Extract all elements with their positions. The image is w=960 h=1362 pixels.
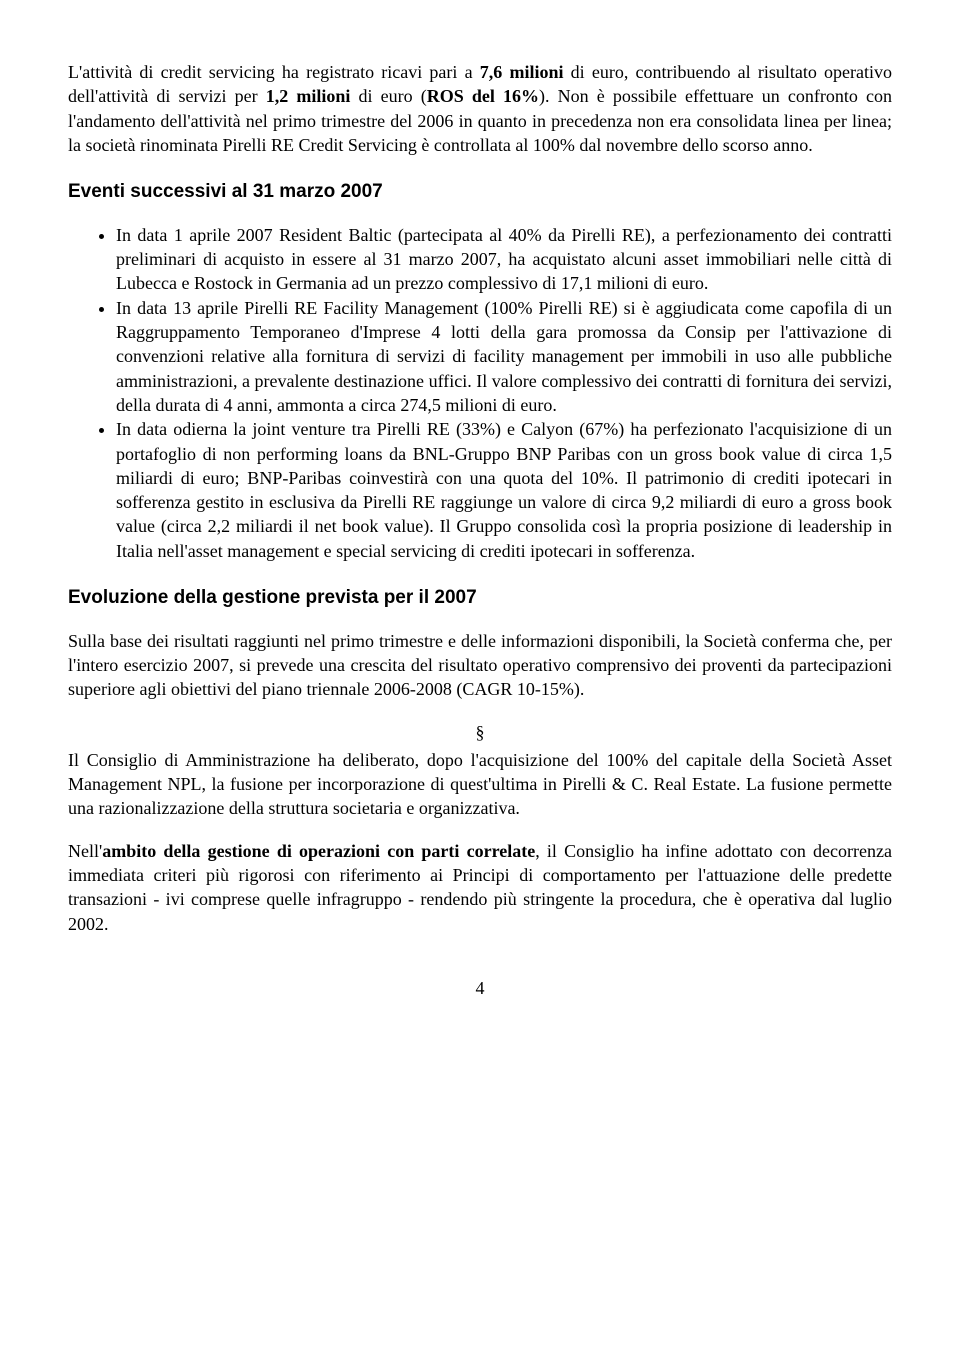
paragraph-credit-servicing: L'attività di credit servicing ha regist…: [68, 60, 892, 157]
page-number: 4: [68, 976, 892, 1000]
paragraph-parti-correlate: Nell'ambito della gestione di operazioni…: [68, 839, 892, 936]
heading-eventi-successivi: Eventi successivi al 31 marzo 2007: [68, 179, 892, 205]
events-list: In data 1 aprile 2007 Resident Baltic (p…: [68, 223, 892, 563]
heading-evoluzione: Evoluzione della gestione prevista per i…: [68, 585, 892, 611]
events-list-item: In data 1 aprile 2007 Resident Baltic (p…: [116, 223, 892, 296]
events-list-item: In data 13 aprile Pirelli RE Facility Ma…: [116, 296, 892, 417]
paragraph-evoluzione: Sulla base dei risultati raggiunti nel p…: [68, 629, 892, 702]
events-list-item: In data odierna la joint venture tra Pir…: [116, 417, 892, 563]
paragraph-fusione: Il Consiglio di Amministrazione ha delib…: [68, 748, 892, 821]
section-symbol: §: [68, 720, 892, 744]
